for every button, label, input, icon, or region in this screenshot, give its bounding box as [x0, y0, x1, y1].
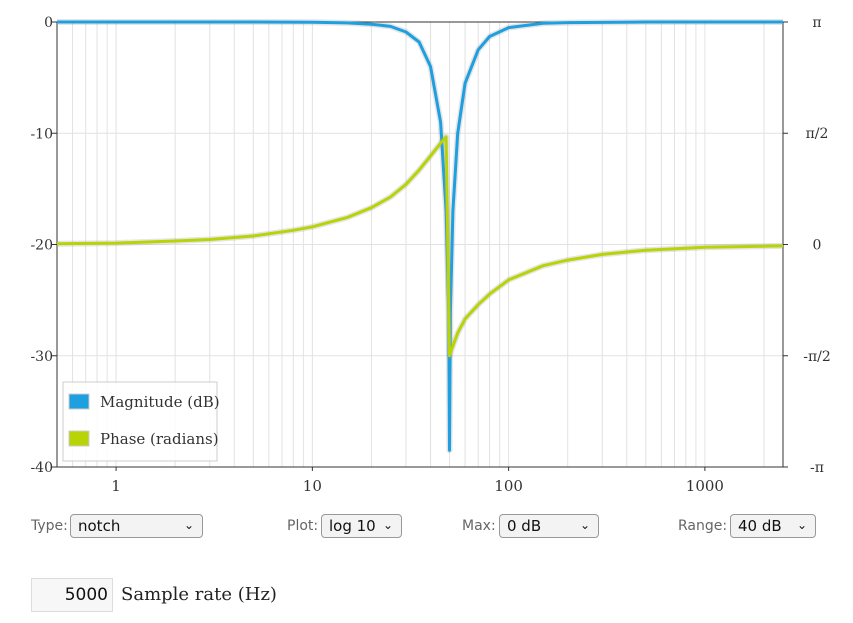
sample-rate-input[interactable]: 5000: [31, 578, 113, 612]
y-left-tick-label: -30: [30, 349, 53, 365]
chevron-down-icon: ⌄: [382, 518, 393, 532]
y-right-tick-label: 0: [813, 238, 822, 254]
legend-swatch: [68, 430, 90, 447]
y-left-tick-label: -20: [30, 238, 53, 254]
y-right-tick-label: -π/2: [803, 349, 831, 365]
y-left-tick-label: -40: [30, 460, 53, 476]
x-tick-label: 100: [494, 477, 523, 495]
y-right-tick-label: π: [812, 15, 821, 31]
plot-value: log 10: [329, 517, 376, 535]
series-line-phase: [56, 135, 784, 358]
y-right-tick-label: -π: [810, 460, 824, 476]
max-select[interactable]: 0 dB ⌄: [499, 514, 599, 538]
max-value: 0 dB: [507, 517, 542, 535]
y-right-tick-label: π/2: [806, 126, 829, 142]
chevron-down-icon: ⌄: [579, 518, 590, 532]
type-select[interactable]: notch ⌄: [70, 514, 203, 538]
range-label: Range:: [678, 518, 728, 534]
legend-swatch: [68, 393, 90, 410]
plot-label: Plot:: [287, 518, 319, 534]
range-value: 40 dB: [738, 517, 782, 535]
legend-label: Magnitude (dB): [100, 393, 220, 411]
plot-select[interactable]: log 10 ⌄: [321, 514, 402, 538]
y-left-tick-label: -10: [30, 126, 53, 142]
bode-plot: 0 -10 -20 -30 -40 π π/2 0 -π/2 -π 1 10 100 1000 Magnit…: [30, 15, 831, 495]
type-value: notch: [78, 517, 121, 535]
x-tick-label: 1: [111, 477, 121, 495]
chevron-down-icon: ⌄: [796, 518, 807, 532]
max-label: Max:: [462, 518, 496, 534]
legend-label: Phase (radians): [100, 430, 219, 448]
y-left-tick-label: 0: [44, 15, 53, 31]
range-select[interactable]: 40 dB ⌄: [730, 514, 816, 538]
type-label: Type:: [31, 518, 68, 534]
sample-rate-label: Sample rate (Hz): [121, 584, 277, 605]
chevron-down-icon: ⌄: [183, 518, 194, 532]
x-tick-label: 1000: [686, 477, 724, 495]
x-tick-label: 10: [303, 477, 322, 495]
